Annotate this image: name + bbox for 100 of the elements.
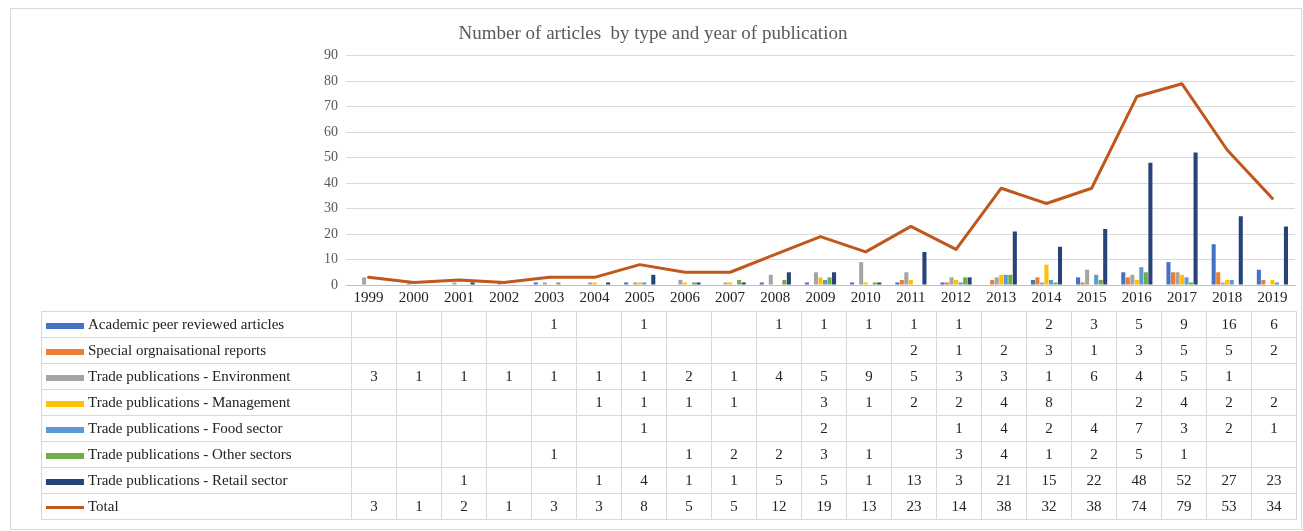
x-tick-label: 2012 xyxy=(941,288,972,305)
data-label: 2 xyxy=(891,337,937,364)
data-label: 34 xyxy=(1251,493,1297,520)
data-label: 5 xyxy=(1161,363,1207,390)
data-label: 1 xyxy=(621,363,667,390)
data-label: 74 xyxy=(1116,493,1162,520)
data-label: 1 xyxy=(711,363,757,390)
data-label: 5 xyxy=(801,467,847,494)
data-label: 3 xyxy=(351,493,397,520)
data-label: 2 xyxy=(981,337,1027,364)
data-label: 1 xyxy=(1026,363,1072,390)
data-label: 1 xyxy=(621,389,667,416)
data-label: 1 xyxy=(1206,363,1252,390)
data-label: 22 xyxy=(1071,467,1117,494)
data-label: 4 xyxy=(621,467,667,494)
data-label: 3 xyxy=(801,441,847,468)
data-label: 6 xyxy=(1251,311,1297,338)
data-label: 1 xyxy=(846,389,892,416)
data-label: 3 xyxy=(801,389,847,416)
data-label: 1 xyxy=(1161,441,1207,468)
data-label: 2 xyxy=(936,389,982,416)
data-label: 15 xyxy=(1026,467,1072,494)
data-label: 1 xyxy=(396,493,442,520)
data-label: 1 xyxy=(531,363,577,390)
data-label: 1 xyxy=(891,311,937,338)
x-tick-label: 2002 xyxy=(489,288,520,305)
data-label: 4 xyxy=(981,441,1027,468)
data-label: 2 xyxy=(1251,337,1297,364)
data-label: 7 xyxy=(1116,415,1162,442)
data-label: 1 xyxy=(621,311,667,338)
data-label: 5 xyxy=(756,467,802,494)
data-label: 1 xyxy=(486,363,532,390)
data-label: 19 xyxy=(801,493,847,520)
data-label: 2 xyxy=(1071,441,1117,468)
data-label: 2 xyxy=(801,415,847,442)
data-label: 4 xyxy=(1161,389,1207,416)
data-label: 1 xyxy=(711,389,757,416)
data-label: 53 xyxy=(1206,493,1252,520)
data-label: 8 xyxy=(1026,389,1072,416)
x-tick-label: 2004 xyxy=(579,288,611,305)
data-label: 13 xyxy=(846,493,892,520)
data-label: 1 xyxy=(666,389,712,416)
data-label: 4 xyxy=(981,415,1027,442)
data-label: 32 xyxy=(1026,493,1072,520)
x-tick-label: 2019 xyxy=(1257,288,1288,305)
x-tick-label: 2016 xyxy=(1121,288,1153,305)
y-tick-label: 60 xyxy=(324,123,338,139)
data-label: 4 xyxy=(1071,415,1117,442)
x-tick-label: 2011 xyxy=(896,288,926,305)
x-tick-label: 2000 xyxy=(398,288,429,305)
y-tick-label: 30 xyxy=(324,200,338,216)
data-label: 27 xyxy=(1206,467,1252,494)
data-label: 1 xyxy=(846,467,892,494)
data-label: 13 xyxy=(891,467,937,494)
y-tick-label: 0 xyxy=(331,276,338,292)
data-label: 2 xyxy=(1116,389,1162,416)
y-tick-label: 10 xyxy=(324,251,338,267)
data-label: 2 xyxy=(1206,415,1252,442)
data-label: 79 xyxy=(1161,493,1207,520)
data-label: 23 xyxy=(1251,467,1297,494)
data-label: 5 xyxy=(891,363,937,390)
data-label: 5 xyxy=(666,493,712,520)
data-label: 3 xyxy=(531,493,577,520)
data-label: 3 xyxy=(1116,337,1162,364)
legend-label: Trade publications - Environment xyxy=(41,363,352,390)
data-label: 1 xyxy=(711,467,757,494)
data-label: 4 xyxy=(1116,363,1162,390)
data-label: 1 xyxy=(801,311,847,338)
data-label: 1 xyxy=(756,311,802,338)
data-label: 3 xyxy=(576,493,622,520)
data-label: 5 xyxy=(1206,337,1252,364)
data-label: 3 xyxy=(1026,337,1072,364)
x-tick-label: 2008 xyxy=(760,288,791,305)
data-label: 38 xyxy=(1071,493,1117,520)
data-label: 9 xyxy=(846,363,892,390)
data-label: 2 xyxy=(666,363,712,390)
data-label: 38 xyxy=(981,493,1027,520)
data-label: 1 xyxy=(936,337,982,364)
data-label: 4 xyxy=(756,363,802,390)
data-label: 23 xyxy=(891,493,937,520)
data-label: 52 xyxy=(1161,467,1207,494)
legend-label: Trade publications - Food sector xyxy=(41,415,352,442)
data-label: 1 xyxy=(846,311,892,338)
data-label: 1 xyxy=(531,311,577,338)
x-tick-label: 2017 xyxy=(1167,288,1198,305)
data-label: 3 xyxy=(936,441,982,468)
y-tick-label: 20 xyxy=(324,225,338,241)
x-tick-label: 2007 xyxy=(715,288,746,305)
y-tick-label: 40 xyxy=(324,174,338,190)
data-label: 2 xyxy=(756,441,802,468)
data-label: 3 xyxy=(981,363,1027,390)
data-label: 1 xyxy=(846,441,892,468)
y-tick-label: 80 xyxy=(324,72,338,88)
data-label: 1 xyxy=(936,311,982,338)
data-label: 16 xyxy=(1206,311,1252,338)
data-label: 3 xyxy=(351,363,397,390)
data-label: 5 xyxy=(711,493,757,520)
data-label: 8 xyxy=(621,493,667,520)
x-tick-label: 2005 xyxy=(624,288,655,305)
chart-title: Number of articles by type and year of publication xyxy=(458,22,848,44)
